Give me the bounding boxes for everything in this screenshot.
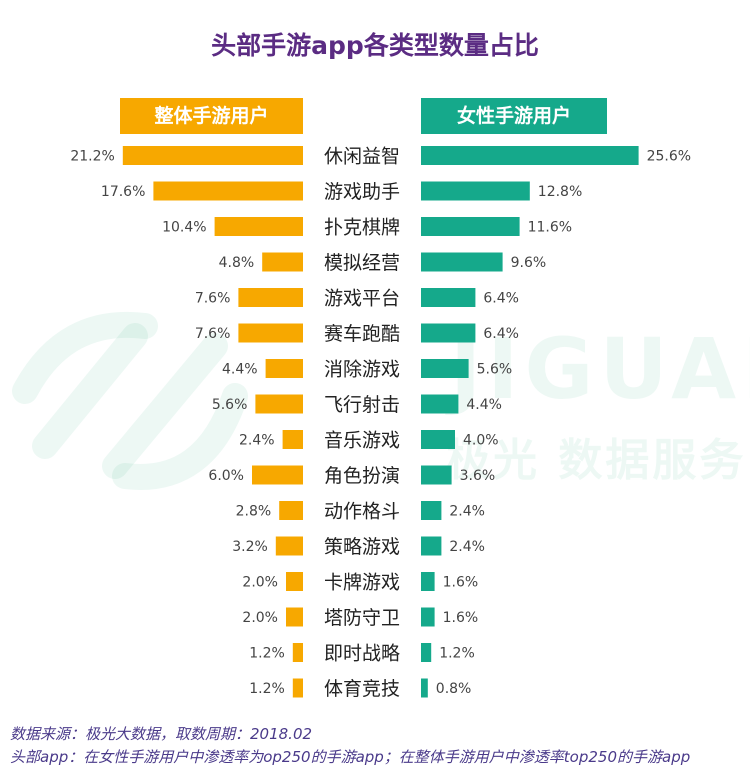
label-female-2: 11.6% [528, 220, 572, 236]
bar-overall-5 [238, 323, 303, 343]
label-overall-15: 1.2% [249, 681, 285, 697]
bar-female-2 [421, 217, 520, 236]
footnote-definition: 头部app：在女性手游用户中渗透率为op250的手游app；在整体手游用户中渗透… [10, 748, 691, 766]
label-female-10: 2.4% [449, 504, 485, 520]
label-female-8: 4.0% [463, 433, 499, 449]
label-overall-14: 1.2% [249, 646, 285, 662]
label-female-15: 0.8% [436, 681, 472, 697]
category-label-10: 动作格斗 [324, 501, 400, 523]
bar-overall-13 [286, 607, 303, 627]
label-overall-2: 10.4% [162, 220, 206, 236]
legend-overall-users: 整体手游用户 [120, 98, 303, 134]
category-label-15: 体育竞技 [324, 678, 400, 700]
bar-female-1 [421, 181, 530, 201]
category-label-5: 赛车跑酷 [324, 323, 400, 345]
category-label-4: 游戏平台 [324, 288, 400, 310]
bar-female-12 [421, 572, 435, 591]
bar-female-13 [421, 607, 435, 627]
bar-overall-8 [282, 430, 303, 449]
label-female-5: 6.4% [483, 326, 519, 342]
label-female-1: 12.8% [538, 184, 582, 200]
bar-female-14 [421, 643, 432, 662]
label-female-9: 3.6% [460, 468, 496, 484]
category-label-11: 策略游戏 [324, 536, 400, 558]
label-overall-9: 6.0% [208, 468, 244, 484]
footnote-source: 数据来源：极光大数据，取数周期：2018.02 [10, 725, 313, 743]
category-label-14: 即时战略 [324, 643, 400, 665]
label-overall-11: 3.2% [232, 539, 268, 555]
bar-overall-9 [252, 465, 303, 485]
label-female-11: 2.4% [449, 539, 485, 555]
bar-female-15 [421, 678, 428, 698]
label-overall-0: 21.2% [70, 149, 114, 165]
bar-female-6 [421, 359, 469, 378]
label-female-6: 5.6% [477, 362, 513, 378]
label-overall-1: 17.6% [101, 184, 145, 200]
bar-overall-1 [153, 181, 303, 201]
category-label-2: 扑克棋牌 [324, 217, 400, 239]
bar-overall-14 [292, 643, 303, 662]
label-overall-7: 5.6% [212, 397, 248, 413]
bar-overall-0 [122, 146, 303, 165]
bar-female-4 [421, 288, 476, 307]
label-overall-8: 2.4% [239, 433, 275, 449]
bar-overall-3 [262, 252, 303, 272]
bar-overall-4 [238, 288, 303, 307]
category-label-9: 角色扮演 [324, 465, 400, 487]
bar-female-5 [421, 323, 476, 343]
bar-overall-10 [279, 501, 303, 520]
category-label-8: 音乐游戏 [324, 430, 400, 452]
bar-female-3 [421, 252, 503, 272]
label-female-12: 1.6% [443, 575, 479, 591]
label-overall-4: 7.6% [195, 291, 231, 307]
category-label-13: 塔防守卫 [324, 607, 400, 629]
bar-overall-15 [292, 678, 303, 698]
category-label-7: 飞行射击 [324, 394, 400, 416]
label-overall-3: 4.8% [219, 255, 255, 271]
bar-overall-11 [275, 536, 303, 556]
label-overall-12: 2.0% [242, 575, 278, 591]
label-female-14: 1.2% [439, 646, 475, 662]
label-female-13: 1.6% [443, 610, 479, 626]
label-female-3: 9.6% [511, 255, 547, 271]
label-female-0: 25.6% [647, 149, 691, 165]
category-label-12: 卡牌游戏 [324, 572, 400, 594]
label-overall-5: 7.6% [195, 326, 231, 342]
category-label-1: 游戏助手 [324, 181, 400, 203]
bar-female-11 [421, 536, 442, 556]
bar-female-8 [421, 430, 455, 449]
category-label-6: 消除游戏 [324, 359, 400, 381]
chart-title: 头部手游app各类型数量占比 [211, 31, 539, 60]
bar-overall-12 [286, 572, 303, 591]
bar-female-7 [421, 394, 459, 414]
label-overall-10: 2.8% [236, 504, 272, 520]
category-label-3: 模拟经营 [324, 252, 400, 274]
bar-overall-2 [214, 217, 303, 236]
label-female-7: 4.4% [466, 397, 502, 413]
jiguang-logo-watermark [12, 311, 248, 490]
bar-female-10 [421, 501, 442, 520]
label-female-4: 6.4% [483, 291, 519, 307]
label-overall-13: 2.0% [242, 610, 278, 626]
label-overall-6: 4.4% [222, 362, 258, 378]
bar-overall-6 [265, 359, 303, 378]
legend-female-users: 女性手游用户 [421, 98, 607, 134]
bar-female-9 [421, 465, 452, 485]
bar-female-0 [421, 146, 639, 165]
category-label-0: 休闲益智 [324, 146, 400, 168]
bar-overall-7 [255, 394, 303, 414]
